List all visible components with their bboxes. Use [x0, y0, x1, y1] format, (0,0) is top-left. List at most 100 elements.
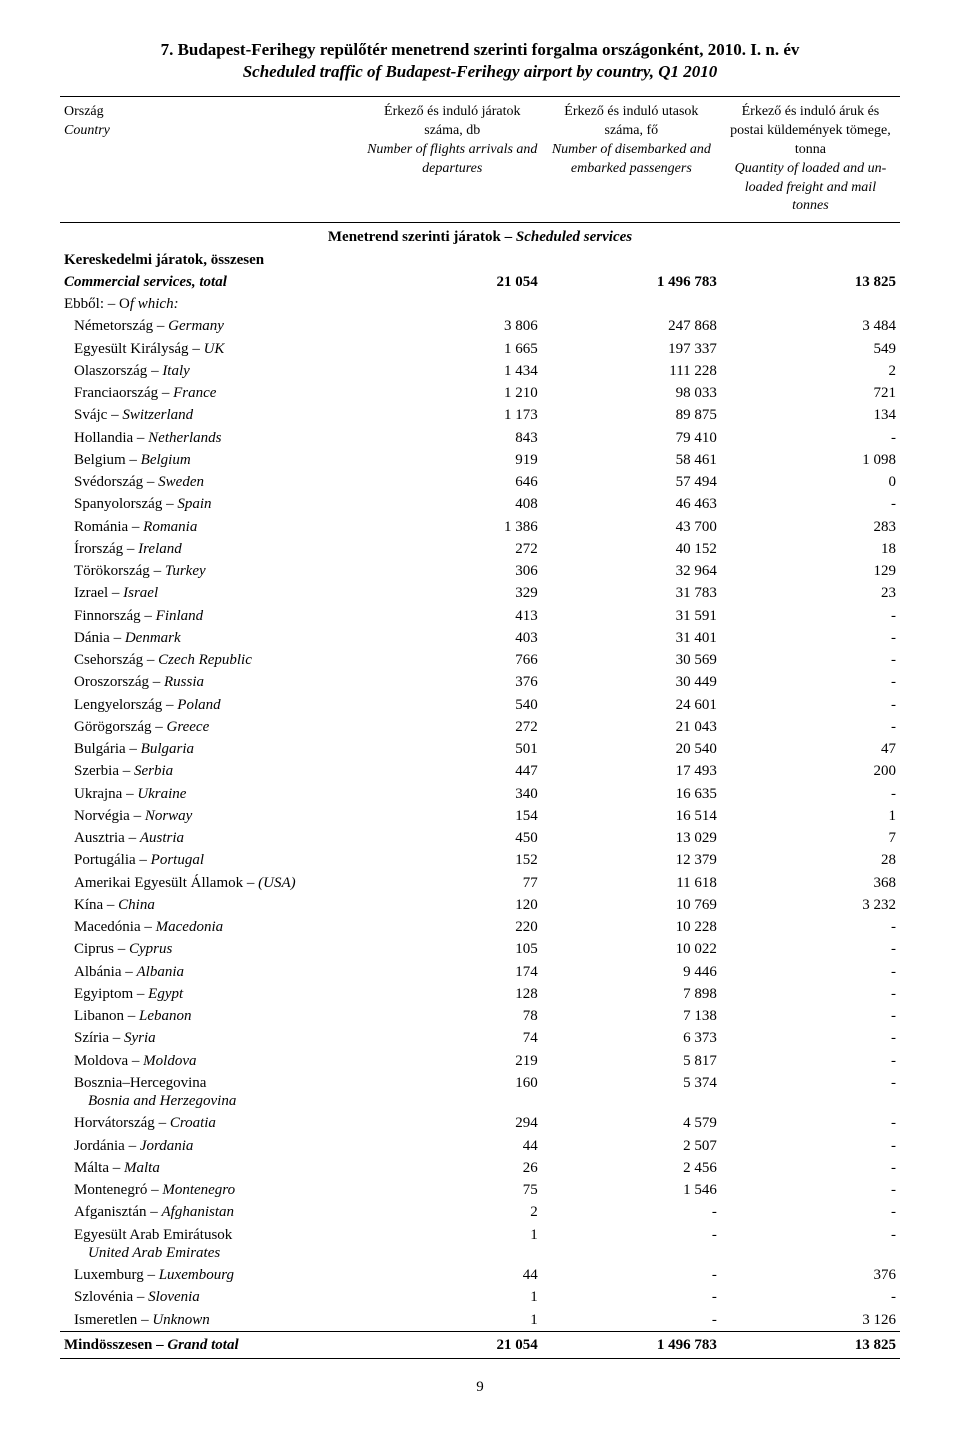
value-cell: -	[721, 1224, 900, 1265]
value-cell: 1	[721, 805, 900, 827]
table-row: Olaszország – Italy1 434111 2282	[60, 360, 900, 382]
value-cell: 174	[363, 961, 542, 983]
value-cell: 24 601	[542, 694, 721, 716]
value-cell: 7	[721, 827, 900, 849]
table-row: Svédország – Sweden64657 4940	[60, 471, 900, 493]
country-cell: Törökország – Turkey	[60, 560, 363, 582]
value-cell: -	[721, 1135, 900, 1157]
value-cell: 160	[363, 1072, 542, 1113]
country-cell: Luxemburg – Luxembourg	[60, 1264, 363, 1286]
value-cell: -	[721, 916, 900, 938]
table-row: Bulgária – Bulgaria50120 54047	[60, 738, 900, 760]
value-cell: -	[721, 1050, 900, 1072]
value-cell: 220	[363, 916, 542, 938]
table-row: Egyesült Királyság – UK1 665197 337549	[60, 338, 900, 360]
value-cell: 43 700	[542, 516, 721, 538]
value-cell: 368	[721, 872, 900, 894]
table-row: Albánia – Albania1749 446-	[60, 961, 900, 983]
value-cell: 10 022	[542, 938, 721, 960]
value-cell: 447	[363, 760, 542, 782]
table-row: Luxemburg – Luxembourg44-376	[60, 1264, 900, 1286]
hdr-flights-hu: Érkező és induló járatok száma, db	[384, 104, 520, 138]
country-cell: Finnország – Finland	[60, 605, 363, 627]
group-title-row: Kereskedelmi járatok, összesen	[60, 249, 900, 271]
value-cell: -	[721, 938, 900, 960]
value-cell: 46 463	[542, 493, 721, 515]
value-cell: 20 540	[542, 738, 721, 760]
value-cell: 11 618	[542, 872, 721, 894]
value-cell: 105	[363, 938, 542, 960]
country-cell: Ismeretlen – Unknown	[60, 1309, 363, 1332]
value-cell: 17 493	[542, 760, 721, 782]
value-cell: 450	[363, 827, 542, 849]
hdr-freight-hu: Érkező és induló áruk és postai küldemén…	[730, 104, 891, 157]
value-cell: 12 379	[542, 849, 721, 871]
value-cell: 3 806	[363, 315, 542, 337]
country-cell: Hollandia – Netherlands	[60, 427, 363, 449]
country-cell: Olaszország – Italy	[60, 360, 363, 382]
value-cell: 129	[721, 560, 900, 582]
country-cell: Jordánia – Jordania	[60, 1135, 363, 1157]
value-cell: -	[542, 1224, 721, 1265]
title-hu: 7. Budapest-Ferihegy repülőtér menetrend…	[60, 40, 900, 60]
table-row: Jordánia – Jordania442 507-	[60, 1135, 900, 1157]
total-row: Mindösszesen – Grand total 21 054 1 496 …	[60, 1331, 900, 1358]
value-cell: 1 173	[363, 404, 542, 426]
ofwhich-en: f which:	[130, 296, 179, 312]
table-row: Egyiptom – Egypt1287 898-	[60, 983, 900, 1005]
value-cell: -	[721, 1179, 900, 1201]
table-row: Írország – Ireland27240 15218	[60, 538, 900, 560]
country-cell: Norvégia – Norway	[60, 805, 363, 827]
table-row: Izrael – Israel32931 78323	[60, 582, 900, 604]
value-cell: 74	[363, 1027, 542, 1049]
table-row: Egyesült Arab EmirátusokUnited Arab Emir…	[60, 1224, 900, 1265]
group-v0: 21 054	[363, 271, 542, 293]
country-cell: Szlovénia – Slovenia	[60, 1286, 363, 1308]
value-cell: 47	[721, 738, 900, 760]
value-cell: 31 783	[542, 582, 721, 604]
country-cell: Afganisztán – Afghanistan	[60, 1201, 363, 1223]
value-cell: 154	[363, 805, 542, 827]
value-cell: 98 033	[542, 382, 721, 404]
value-cell: -	[721, 716, 900, 738]
value-cell: 10 769	[542, 894, 721, 916]
country-cell: Macedónia – Macedonia	[60, 916, 363, 938]
value-cell: 340	[363, 783, 542, 805]
value-cell: 1	[363, 1286, 542, 1308]
table-row: Ausztria – Austria45013 0297	[60, 827, 900, 849]
table-row: Amerikai Egyesült Államok – (USA)7711 61…	[60, 872, 900, 894]
value-cell: 376	[363, 671, 542, 693]
value-cell: -	[721, 1027, 900, 1049]
value-cell: 77	[363, 872, 542, 894]
hdr-freight-en: Quantity of loaded and un-loaded freight…	[735, 161, 887, 214]
table-row: Ismeretlen – Unknown1-3 126	[60, 1309, 900, 1332]
table-row: Szerbia – Serbia44717 493200	[60, 760, 900, 782]
country-cell: Moldova – Moldova	[60, 1050, 363, 1072]
value-cell: 3 484	[721, 315, 900, 337]
value-cell: 7 138	[542, 1005, 721, 1027]
value-cell: 329	[363, 582, 542, 604]
value-cell: 219	[363, 1050, 542, 1072]
value-cell: -	[542, 1264, 721, 1286]
value-cell: 1 434	[363, 360, 542, 382]
table-row: Spanyolország – Spain40846 463-	[60, 493, 900, 515]
group-en: Commercial services, total	[60, 271, 363, 293]
value-cell: 1 546	[542, 1179, 721, 1201]
value-cell: -	[721, 961, 900, 983]
value-cell: 413	[363, 605, 542, 627]
value-cell: 4 579	[542, 1112, 721, 1134]
total-v2: 13 825	[721, 1331, 900, 1358]
table-row: Hollandia – Netherlands84379 410-	[60, 427, 900, 449]
value-cell: -	[721, 671, 900, 693]
country-cell: Bosznia–HercegovinaBosnia and Herzegovin…	[60, 1072, 363, 1113]
value-cell: 57 494	[542, 471, 721, 493]
value-cell: -	[721, 1072, 900, 1113]
country-cell: Montenegró – Montenegro	[60, 1179, 363, 1201]
value-cell: 7 898	[542, 983, 721, 1005]
country-cell: Oroszország – Russia	[60, 671, 363, 693]
value-cell: 2	[721, 360, 900, 382]
value-cell: 134	[721, 404, 900, 426]
value-cell: 32 964	[542, 560, 721, 582]
table-row: Románia – Romania1 38643 700283	[60, 516, 900, 538]
value-cell: -	[721, 983, 900, 1005]
